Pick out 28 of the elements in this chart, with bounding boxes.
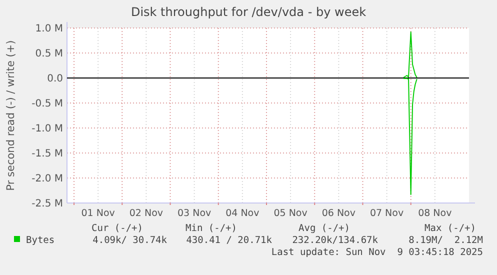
text: 8.19M/ 2.12M [408,235,484,246]
y-tick-label: -2.0 M [32,174,63,184]
text: 4.09k/ 30.74k [92,235,168,246]
text: Avg (-/+) [298,223,350,234]
y-tick-label: 0.0 [47,74,63,84]
y-tick-label: 0.5 M [35,48,63,60]
text: Max (-/+) [424,223,476,234]
x-tick-label: 04 Nov [226,208,260,219]
x-tick-label: 06 Nov [322,208,356,219]
text: Last update: Sun Nov 9 03:45:18 2025 [271,247,483,258]
legend-label: Bytes [26,235,55,246]
y-axis-title: Pr second read (-) / write (+) [5,40,17,191]
text: Min (-/+) [186,223,237,234]
text: Cur (-/+) [92,223,143,234]
x-tick-label: 08 Nov [418,208,452,219]
y-tick-label: -1.0 M [32,124,63,134]
y-tick-label: -2.5 M [32,198,63,210]
x-tick-label: 02 Nov [129,208,164,219]
chart-title: Disk throughput for /dev/vda - by week [130,5,366,19]
x-tick-label: 05 Nov [274,208,308,219]
y-tick-label: 1.0 M [35,24,63,34]
x-tick-label: 07 Nov [370,208,404,219]
x-tick-label: 01 Nov [81,208,116,219]
text: 232.20k/134.67k [292,235,378,246]
text: 430.41 / 20.71k [186,235,272,246]
y-tick-label: -1.5 M [32,148,63,160]
x-tick-label: 03 Nov [177,208,212,219]
y-tick-label: -0.5 M [32,98,63,110]
